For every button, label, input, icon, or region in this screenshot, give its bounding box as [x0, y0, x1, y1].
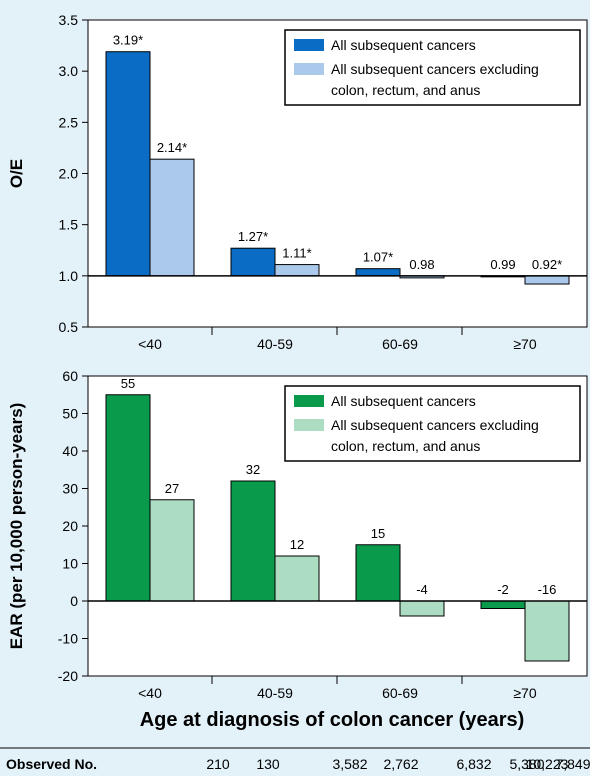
legend-label: All subsequent cancers — [331, 37, 476, 53]
observed-value: 210 — [206, 756, 230, 772]
bar — [230, 480, 276, 602]
x-tick-label: <40 — [138, 336, 162, 352]
data-label: 2.14* — [157, 140, 187, 155]
data-label: 15 — [371, 526, 385, 541]
data-label: -2 — [497, 582, 509, 597]
x-tick-label: ≥70 — [513, 685, 536, 701]
legend-box — [284, 29, 581, 106]
y-tick-label: 2.5 — [59, 114, 79, 130]
data-label: 1.11* — [282, 246, 311, 261]
legend: All subsequent cancers All subsequent can… — [284, 29, 581, 106]
bar — [524, 275, 570, 285]
bar — [105, 51, 151, 277]
y-tick-label: 60 — [62, 368, 78, 384]
x-tick-label: 40-59 — [257, 685, 293, 701]
data-label: 0.98 — [409, 257, 434, 272]
bar — [149, 158, 195, 277]
y-tick-label: -20 — [58, 668, 78, 684]
y-tick-label: 10 — [62, 556, 78, 572]
bar — [355, 268, 401, 277]
data-label: 1.07* — [363, 250, 393, 265]
observed-row-label: Observed No. — [6, 756, 97, 772]
x-tick-label: ≥70 — [513, 336, 536, 352]
legend-swatch — [294, 395, 324, 407]
data-label: 32 — [246, 462, 260, 477]
y-tick-label: 2.0 — [59, 166, 79, 182]
y-tick-label: 3.5 — [59, 12, 79, 28]
legend-label: All subsequent cancers — [331, 393, 476, 409]
legend: All subsequent cancers All subsequent can… — [284, 385, 581, 462]
legend-swatch — [294, 419, 324, 431]
observed-value: 2,762 — [383, 756, 418, 772]
y-tick-label: 0.5 — [59, 319, 79, 335]
bar — [480, 600, 526, 609]
y-tick-label: 1.5 — [59, 217, 79, 233]
data-label: 27 — [165, 481, 179, 496]
bar — [524, 600, 570, 662]
x-tick-label: <40 — [138, 685, 162, 701]
y-tick-label: 0 — [70, 593, 78, 609]
legend-swatch — [294, 63, 324, 75]
y-tick-label: 50 — [62, 406, 78, 422]
y-tick-label: 40 — [62, 443, 78, 459]
y-tick-label: 30 — [62, 481, 78, 497]
data-label: 1.27* — [238, 229, 268, 244]
data-label: 55 — [121, 376, 135, 391]
data-label: 0.92* — [532, 257, 562, 272]
y-tick-label: 3.0 — [59, 63, 79, 79]
observed-number-row: Observed No. 210 130 3,582 2,762 6,832 5,3801… — [6, 756, 590, 772]
ear-chart-panel: -20 -10 0 10 20 30 40 50 60 EAR (per 10,000 perso… — [7, 368, 588, 701]
data-label: 0.99 — [490, 257, 515, 272]
bar — [105, 394, 151, 602]
data-label: -16 — [538, 582, 557, 597]
legend-box — [284, 385, 581, 462]
bar — [274, 264, 320, 277]
observed-value: 6,832 — [456, 756, 491, 772]
data-label: -4 — [416, 582, 428, 597]
legend-label: All subsequent cancers excluding colon, r… — [331, 61, 539, 98]
observed-value: 3,582 — [332, 756, 367, 772]
x-tick-label: 60-69 — [382, 685, 418, 701]
y-tick-label: 1.0 — [59, 268, 79, 284]
legend-swatch — [294, 39, 324, 51]
observed-value: 10,223 — [526, 756, 569, 772]
bar — [149, 499, 195, 602]
data-label: 3.19* — [113, 33, 143, 48]
y-tick-label: -10 — [58, 631, 78, 647]
oe-chart-panel: 0.5 1.0 1.5 2.0 2.5 3.0 3.5 O/E <40 40-59 60-69 ≥70… — [7, 12, 588, 352]
x-tick-label: 60-69 — [382, 336, 418, 352]
bar — [274, 555, 320, 602]
x-axis-title: Age at diagnosis of colon cancer (years) — [140, 709, 525, 731]
y-tick-label: 20 — [62, 518, 78, 534]
data-label: 12 — [290, 537, 304, 552]
observed-value: 5,380 — [509, 756, 544, 772]
y-axis-title: EAR (per 10,000 person-years) — [7, 403, 26, 650]
bar — [230, 247, 276, 277]
legend-label: All subsequent cancers excluding colon, r… — [331, 417, 539, 454]
observed-value: 7,849 — [555, 756, 590, 772]
x-tick-label: 40-59 — [257, 336, 293, 352]
observed-value: 130 — [256, 756, 280, 772]
bar — [355, 544, 401, 602]
y-axis-title: O/E — [7, 159, 26, 188]
bar — [399, 600, 445, 617]
